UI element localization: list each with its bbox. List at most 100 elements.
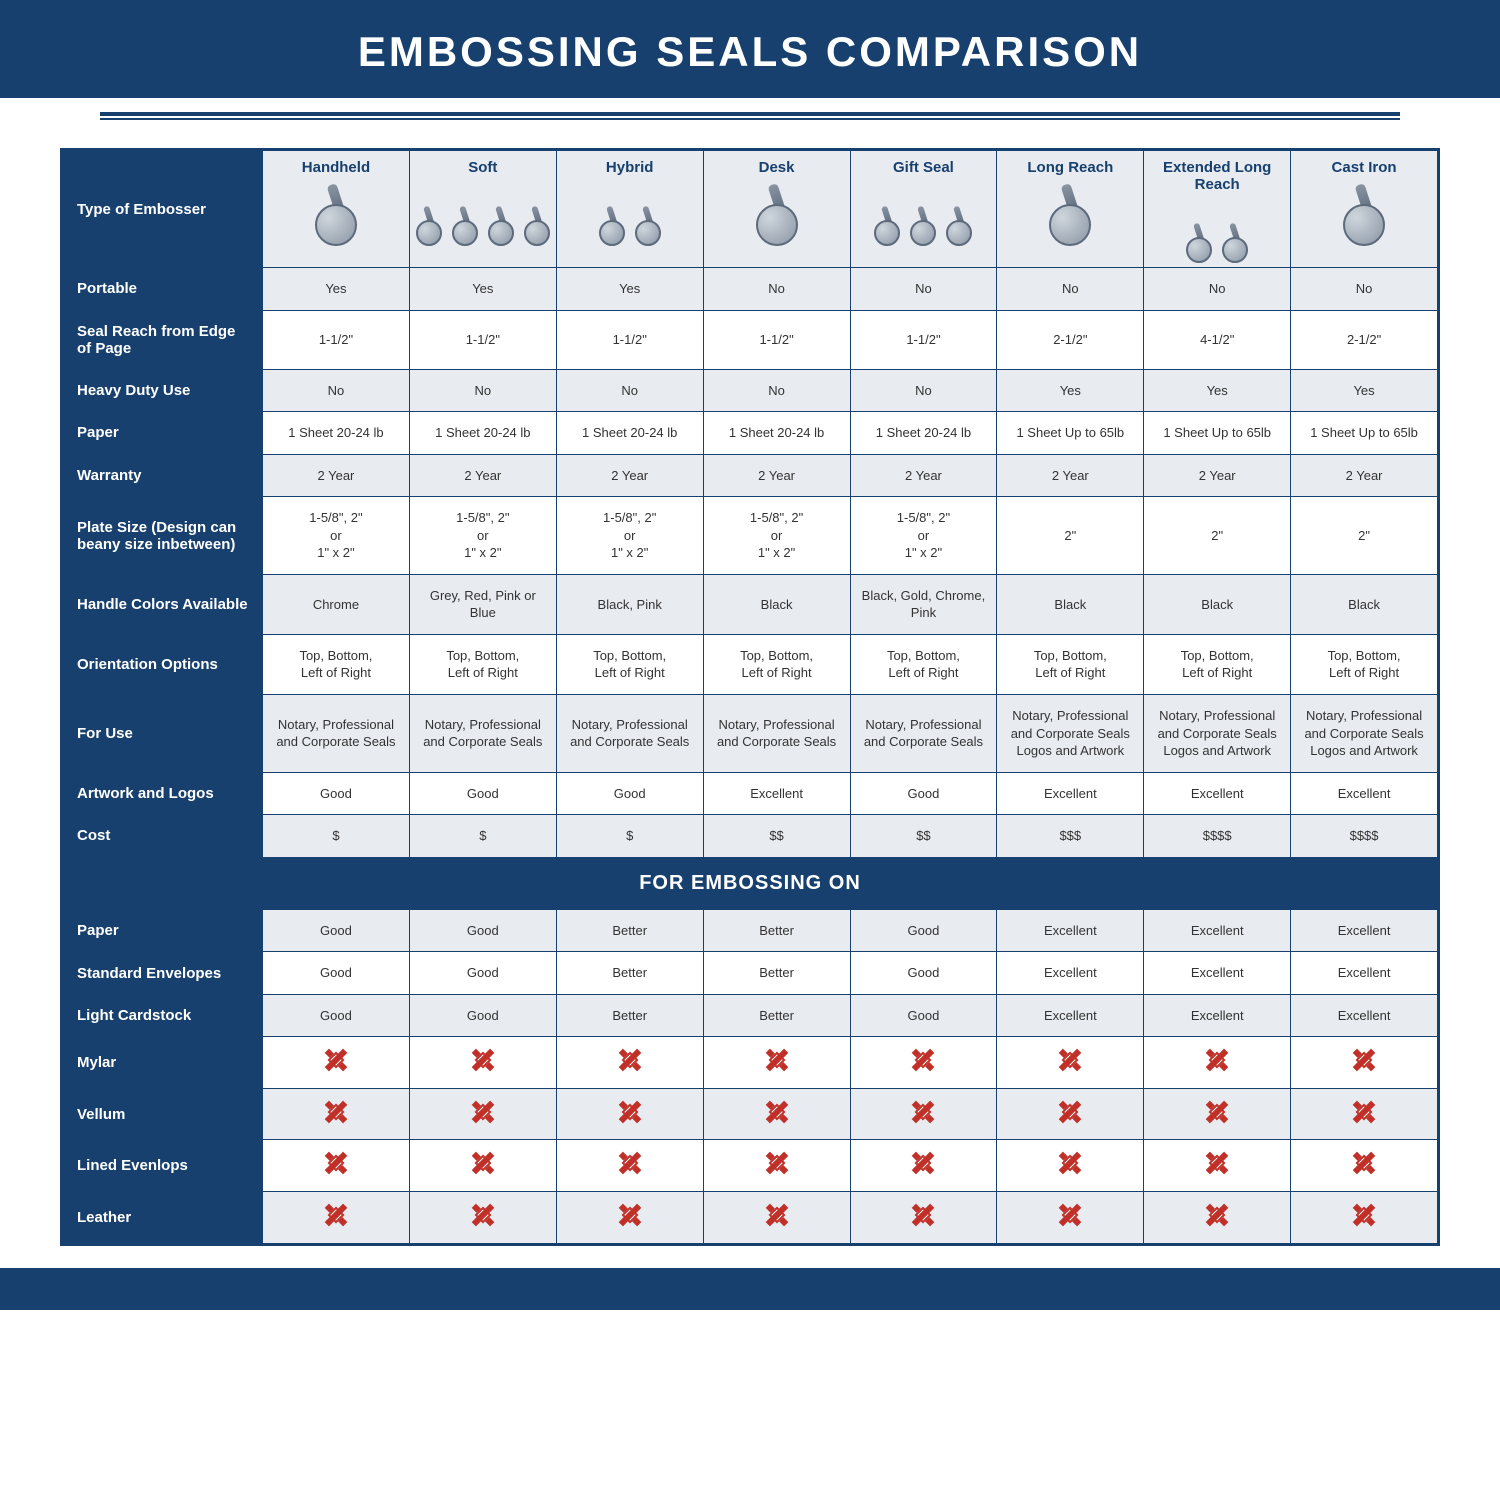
row-header-type: Type of Embosser bbox=[63, 151, 263, 268]
cell-handle-extlong: Black bbox=[1144, 574, 1291, 634]
cell-paper-castiron: 1 Sheet Up to 65lb bbox=[1291, 412, 1438, 455]
table-row: Heavy Duty UseNoNoNoNoNoYesYesYes bbox=[63, 369, 1438, 412]
cell-e_mylar-desk bbox=[703, 1037, 850, 1089]
embosser-icon bbox=[595, 196, 629, 246]
cell-reach-longreach: 2-1/2" bbox=[997, 310, 1144, 369]
cell-e_leather-extlong bbox=[1144, 1192, 1291, 1244]
table-row: Lined Evenlops bbox=[63, 1140, 1438, 1192]
row-header-e_mylar: Mylar bbox=[63, 1037, 263, 1089]
column-label: Handheld bbox=[267, 159, 405, 176]
cell-plate-castiron: 2" bbox=[1291, 497, 1438, 575]
cell-warranty-extlong: 2 Year bbox=[1144, 454, 1291, 497]
cell-portable-extlong: No bbox=[1144, 268, 1291, 311]
table-row: Vellum bbox=[63, 1088, 1438, 1140]
row-header-foruse: For Use bbox=[63, 695, 263, 773]
row-header-e_card: Light Cardstock bbox=[63, 994, 263, 1037]
cell-artwork-handheld: Good bbox=[263, 772, 410, 815]
column-header-hybrid: Hybrid bbox=[556, 151, 703, 268]
cell-e_env-castiron: Excellent bbox=[1291, 952, 1438, 995]
cell-e_leather-desk bbox=[703, 1192, 850, 1244]
not-recommended-icon bbox=[912, 1101, 934, 1123]
table-row: Seal Reach from Edge of Page1-1/2"1-1/2"… bbox=[63, 310, 1438, 369]
cell-e_lined-handheld bbox=[263, 1140, 410, 1192]
cell-orient-soft: Top, Bottom,Left of Right bbox=[409, 634, 556, 694]
column-label: Soft bbox=[414, 159, 552, 176]
embosser-icon bbox=[631, 196, 665, 246]
cell-handle-handheld: Chrome bbox=[263, 574, 410, 634]
cell-plate-hybrid: 1-5/8", 2"or1" x 2" bbox=[556, 497, 703, 575]
cell-cost-handheld: $ bbox=[263, 815, 410, 858]
comparison-table: Type of EmbosserHandheldSoftHybridDeskGi… bbox=[62, 150, 1438, 1244]
table-row: Paper1 Sheet 20-24 lb1 Sheet 20-24 lb1 S… bbox=[63, 412, 1438, 455]
cell-e_env-handheld: Good bbox=[263, 952, 410, 995]
cell-paper-soft: 1 Sheet 20-24 lb bbox=[409, 412, 556, 455]
embosser-icon bbox=[742, 186, 812, 246]
cell-e_card-extlong: Excellent bbox=[1144, 994, 1291, 1037]
not-recommended-icon bbox=[619, 1152, 641, 1174]
embosser-icon bbox=[1329, 186, 1399, 246]
row-header-e_leather: Leather bbox=[63, 1192, 263, 1244]
column-label: Desk bbox=[708, 159, 846, 176]
cell-heavy-desk: No bbox=[703, 369, 850, 412]
table-row: PaperGoodGoodBetterBetterGoodExcellentEx… bbox=[63, 909, 1438, 952]
column-header-desk: Desk bbox=[703, 151, 850, 268]
cell-warranty-castiron: 2 Year bbox=[1291, 454, 1438, 497]
cell-portable-soft: Yes bbox=[409, 268, 556, 311]
cell-e_mylar-handheld bbox=[263, 1037, 410, 1089]
cell-warranty-desk: 2 Year bbox=[703, 454, 850, 497]
cell-artwork-longreach: Excellent bbox=[997, 772, 1144, 815]
cell-portable-longreach: No bbox=[997, 268, 1144, 311]
embosser-icon bbox=[1035, 186, 1105, 246]
cell-e_card-handheld: Good bbox=[263, 994, 410, 1037]
embosser-icon bbox=[1218, 213, 1252, 263]
cell-orient-extlong: Top, Bottom,Left of Right bbox=[1144, 634, 1291, 694]
table-row: Handle Colors AvailableChromeGrey, Red, … bbox=[63, 574, 1438, 634]
not-recommended-icon bbox=[325, 1049, 347, 1071]
cell-paper-extlong: 1 Sheet Up to 65lb bbox=[1144, 412, 1291, 455]
not-recommended-icon bbox=[766, 1101, 788, 1123]
not-recommended-icon bbox=[325, 1204, 347, 1226]
column-label: Extended Long Reach bbox=[1148, 159, 1286, 193]
cell-e_leather-longreach bbox=[997, 1192, 1144, 1244]
cell-e_paper-hybrid: Better bbox=[556, 909, 703, 952]
cell-heavy-longreach: Yes bbox=[997, 369, 1144, 412]
cell-foruse-desk: Notary, Professional and Corporate Seals bbox=[703, 695, 850, 773]
cell-orient-desk: Top, Bottom,Left of Right bbox=[703, 634, 850, 694]
not-recommended-icon bbox=[1353, 1049, 1375, 1071]
cell-warranty-handheld: 2 Year bbox=[263, 454, 410, 497]
cell-e_lined-desk bbox=[703, 1140, 850, 1192]
not-recommended-icon bbox=[1353, 1101, 1375, 1123]
row-header-cost: Cost bbox=[63, 815, 263, 858]
cell-e_paper-longreach: Excellent bbox=[997, 909, 1144, 952]
embosser-icon bbox=[906, 196, 940, 246]
cell-foruse-extlong: Notary, Professional and Corporate Seals… bbox=[1144, 695, 1291, 773]
cell-portable-desk: No bbox=[703, 268, 850, 311]
row-header-e_paper: Paper bbox=[63, 909, 263, 952]
cell-plate-soft: 1-5/8", 2"or1" x 2" bbox=[409, 497, 556, 575]
table-row: PortableYesYesYesNoNoNoNoNo bbox=[63, 268, 1438, 311]
column-label: Hybrid bbox=[561, 159, 699, 176]
cell-orient-gift: Top, Bottom,Left of Right bbox=[850, 634, 997, 694]
cell-paper-handheld: 1 Sheet 20-24 lb bbox=[263, 412, 410, 455]
column-header-castiron: Cast Iron bbox=[1291, 151, 1438, 268]
row-header-portable: Portable bbox=[63, 268, 263, 311]
not-recommended-icon bbox=[619, 1049, 641, 1071]
not-recommended-icon bbox=[472, 1204, 494, 1226]
not-recommended-icon bbox=[1059, 1204, 1081, 1226]
cell-cost-longreach: $$$ bbox=[997, 815, 1144, 858]
cell-e_card-hybrid: Better bbox=[556, 994, 703, 1037]
cell-e_env-desk: Better bbox=[703, 952, 850, 995]
embosser-icon bbox=[520, 196, 554, 246]
cell-warranty-soft: 2 Year bbox=[409, 454, 556, 497]
cell-e_vellum-castiron bbox=[1291, 1088, 1438, 1140]
cell-e_env-gift: Good bbox=[850, 952, 997, 995]
cell-e_lined-gift bbox=[850, 1140, 997, 1192]
cell-plate-extlong: 2" bbox=[1144, 497, 1291, 575]
not-recommended-icon bbox=[1059, 1049, 1081, 1071]
cell-reach-gift: 1-1/2" bbox=[850, 310, 997, 369]
column-label: Long Reach bbox=[1001, 159, 1139, 176]
cell-foruse-handheld: Notary, Professional and Corporate Seals bbox=[263, 695, 410, 773]
cell-e_paper-castiron: Excellent bbox=[1291, 909, 1438, 952]
cell-artwork-extlong: Excellent bbox=[1144, 772, 1291, 815]
cell-orient-castiron: Top, Bottom,Left of Right bbox=[1291, 634, 1438, 694]
